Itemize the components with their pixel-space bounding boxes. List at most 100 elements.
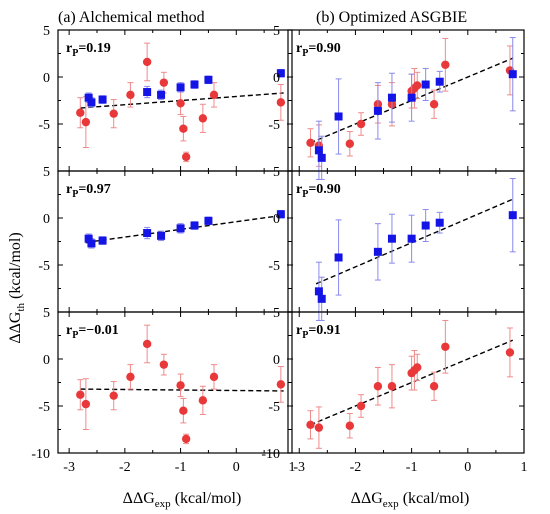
x-axis-label-right: ΔΔGexp (kcal/mol) xyxy=(351,490,470,510)
panel-r1-c1-point-square xyxy=(407,234,416,243)
panel-r1-c1-ytick-label: -5 xyxy=(268,259,280,274)
panel-r0-c1-point-circle xyxy=(413,81,422,90)
panel-r1-c1-point-square xyxy=(435,218,444,227)
panel-r0-c1-point-square xyxy=(407,93,416,102)
panel-r1-c0-annotation-value: =0.97 xyxy=(78,182,110,197)
panel-r2-c0-xtick-label: 1 xyxy=(289,460,296,475)
panel-r1-c1-point-square xyxy=(387,234,396,243)
panel-r0-c0-point-square xyxy=(276,69,285,78)
panel-r0-c0-point-circle xyxy=(209,90,219,100)
panel-r1-c0-point-square xyxy=(143,229,152,238)
panel-r0-c0-point-circle xyxy=(159,78,169,87)
panel-r1-c0-annotation-sub: P xyxy=(72,189,78,200)
panel-r1-c0-ytick-label: -5 xyxy=(38,259,50,274)
panel-r0-c0-point-circle xyxy=(109,109,118,118)
panel-r0-c0-point-circle xyxy=(81,117,91,127)
panel-r2-c0-point-circle xyxy=(76,390,85,399)
panel-r2-c0-point-circle xyxy=(176,381,185,390)
panel-r2-c0-ytick-label: 0 xyxy=(43,353,50,368)
panel-r0-c0-annotation-r: r xyxy=(66,41,72,56)
panel-r2-c0-xtick-label: -3 xyxy=(63,460,75,475)
panel-r0-c1-annotation-value: =0.90 xyxy=(308,41,340,56)
panel-r0-c1-fit-line xyxy=(310,57,514,144)
panel-r1-c0-point-square xyxy=(204,216,213,225)
panel-r0-c1-point-square xyxy=(387,93,396,102)
x-axis-label-right-unit: (kcal/mol) xyxy=(399,490,470,507)
panel-r2-c0-point-circle xyxy=(142,339,152,349)
panel-r2-c0: -10-505-3 -2 -1 0 1rP=−0.01 xyxy=(31,306,295,475)
panel-r0-c1-point-circle xyxy=(345,139,355,148)
panel-r1-c0: -5 0 5 rP=0.97 xyxy=(38,165,293,313)
panel-r2-c0-xtick-label: -2 xyxy=(119,460,131,475)
panel-r0-c0-point-circle xyxy=(198,114,208,123)
panel-r2-c1-xtick-label: 0 xyxy=(464,460,471,475)
panel-r0-c1-point-square xyxy=(314,146,323,155)
panel-r0-c1-ytick-label: 0 xyxy=(273,71,280,86)
panel-r0-c0-point-square xyxy=(157,90,166,99)
panel-r2-c1-point-circle xyxy=(373,382,383,391)
panel-r2-c0-ytick-label: -10 xyxy=(31,447,50,462)
x-axis-label-left-main: ΔΔG xyxy=(123,490,156,507)
y-axis-label-unit: (kcal/mol) xyxy=(7,232,24,303)
panel-r0-c1-annotation-r: r xyxy=(296,41,302,56)
panel-r2-c1-annotation-r: r xyxy=(296,323,302,338)
panel-r1-c0-point-square xyxy=(84,234,93,243)
panel-r2-c1-point-circle xyxy=(505,348,515,357)
x-axis-label-left-sub: exp xyxy=(155,498,171,510)
panel-r0-c0-annotation: rP=0.19 xyxy=(66,41,111,59)
panel-r0-c1-point-square xyxy=(334,112,343,121)
panel-r1-c1-point-square xyxy=(508,211,517,220)
panel-r2-c1-annotation: rP=0.91 xyxy=(296,323,341,341)
panel-r1-c0-point-square xyxy=(276,210,285,219)
panel-r2-c0-point-circle xyxy=(198,396,208,405)
x-axis-label-left: ΔΔGexp (kcal/mol) xyxy=(123,490,242,510)
panel-r2-c0-point-circle xyxy=(159,360,169,369)
panel-r1-c1-point-square xyxy=(314,287,323,296)
panel-r2-c1-ytick-label: 0 xyxy=(273,353,280,368)
panel-r2-c1-ytick-label: -10 xyxy=(261,447,280,462)
panel-r0-c0-point-square xyxy=(84,93,93,102)
panel-r0-c0-point-square xyxy=(87,98,96,107)
panel-r0-c1-point-circle xyxy=(441,60,450,69)
panel-r0-c1-point-square xyxy=(421,80,430,89)
panel-r0-c0-point-circle xyxy=(142,57,152,67)
panel-r2-c1-point-circle xyxy=(345,421,355,430)
panel-r0-c0-point-circle xyxy=(76,108,85,117)
panel-r0-c1-point-circle xyxy=(356,119,366,129)
panel-r2-c1-point-circle xyxy=(306,420,315,429)
col-title-a: (a) Alchemical method xyxy=(58,9,205,26)
panel-r1-c1-point-square xyxy=(334,253,343,262)
panel-r1-c0-point-square xyxy=(157,231,166,240)
x-axis-label-right-main: ΔΔG xyxy=(351,490,384,507)
panel-r2-c0-annotation-value: =−0.01 xyxy=(78,323,118,338)
panel-r1-c1-point-square xyxy=(421,221,430,230)
panel-r2-c1-annotation-value: =0.91 xyxy=(308,323,340,338)
panel-r0-c1-ytick-label: 5 xyxy=(273,24,280,39)
panel-r0-c0-annotation-sub: P xyxy=(72,48,78,59)
panel-r1-c1-annotation-value: =0.90 xyxy=(308,182,340,197)
y-axis-label-sub: th xyxy=(15,302,27,311)
panel-r0-c0-point-circle xyxy=(126,90,135,100)
col-title-b: (b) Optimized ASGBIE xyxy=(316,9,467,26)
panel-r1-c1-annotation-r: r xyxy=(296,182,302,197)
panel-r2-c1-fit-line xyxy=(310,339,514,426)
panel-r2-c1-point-circle xyxy=(356,401,366,411)
panel-r0-c0: -5 0 5 rP=0.19 xyxy=(38,24,293,172)
panel-r1-c1-ytick-label: 5 xyxy=(273,165,280,180)
panel-r2-c1-xtick-label: 1 xyxy=(521,460,528,475)
panel-r0-c1-annotation-sub: P xyxy=(302,48,308,59)
panel-r2-c1-point-circle xyxy=(314,423,324,432)
panel-r2-c0-point-circle xyxy=(81,399,91,409)
panel-r0-c0-point-circle xyxy=(181,152,191,162)
panel-r2-c0-point-circle xyxy=(276,380,286,389)
panel-r0-c0-annotation-value: =0.19 xyxy=(78,41,110,56)
panel-r0-c1-point-circle xyxy=(429,100,439,109)
panel-r0-c0-point-square xyxy=(176,83,185,92)
panel-r0-c1: -5 0 5 rP=0.90 xyxy=(268,24,525,180)
panel-r0-c1-point-square xyxy=(508,70,517,79)
panel-r2-c1-point-circle xyxy=(441,342,450,351)
panel-r1-c1-point-square xyxy=(373,247,382,256)
panel-r0-c1-point-circle xyxy=(306,138,315,147)
panel-r1-c1-annotation: rP=0.90 xyxy=(296,182,341,200)
panel-r1-c0-point-square xyxy=(176,224,185,233)
